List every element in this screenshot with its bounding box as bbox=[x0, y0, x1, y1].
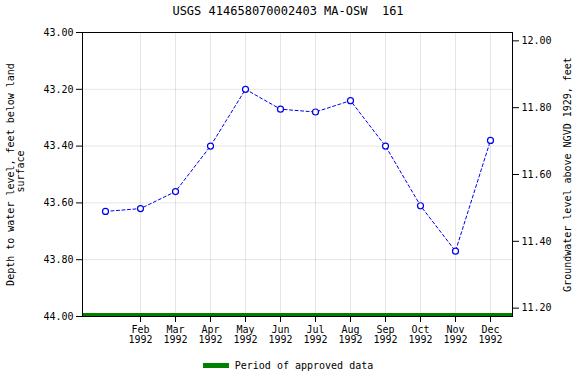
svg-text:Jun1992: Jun1992 bbox=[268, 324, 292, 345]
svg-text:43.60: 43.60 bbox=[43, 197, 73, 208]
svg-text:Nov1992: Nov1992 bbox=[443, 324, 467, 345]
svg-text:44.00: 44.00 bbox=[43, 311, 73, 322]
svg-text:Apr1992: Apr1992 bbox=[198, 324, 222, 345]
svg-text:May1992: May1992 bbox=[233, 324, 257, 345]
svg-text:Groundwater level above NGVD 1: Groundwater level above NGVD 1929, feet bbox=[562, 57, 573, 292]
svg-text:11.20: 11.20 bbox=[522, 302, 552, 313]
svg-text:43.20: 43.20 bbox=[43, 84, 73, 95]
svg-text:Dec1992: Dec1992 bbox=[478, 324, 502, 345]
svg-text:43.00: 43.00 bbox=[43, 27, 73, 38]
svg-text:Sep1992: Sep1992 bbox=[373, 324, 397, 345]
svg-text:Aug1992: Aug1992 bbox=[338, 324, 362, 345]
svg-text:11.60: 11.60 bbox=[522, 169, 552, 180]
svg-text:Depth to water level, feet bel: Depth to water level, feet below land su… bbox=[5, 63, 26, 286]
svg-text:Jul1992: Jul1992 bbox=[303, 324, 327, 345]
html-text:Period of approved data: Period of approved data bbox=[234, 359, 374, 371]
svg-text:43.40: 43.40 bbox=[43, 140, 73, 151]
svg-text:Feb1992: Feb1992 bbox=[128, 324, 152, 345]
svg-text:Oct1992: Oct1992 bbox=[408, 324, 432, 345]
svg-text:Mar1992: Mar1992 bbox=[163, 324, 187, 345]
svg-text:43.80: 43.80 bbox=[43, 254, 73, 265]
html-text:USGS 414658070002403 MA-OSW 16: USGS 414658070002403 MA-OSW 161 bbox=[172, 4, 404, 18]
svg-text:11.40: 11.40 bbox=[522, 236, 552, 247]
svg-text:11.80: 11.80 bbox=[522, 102, 552, 113]
svg-text:12.00: 12.00 bbox=[522, 35, 552, 46]
